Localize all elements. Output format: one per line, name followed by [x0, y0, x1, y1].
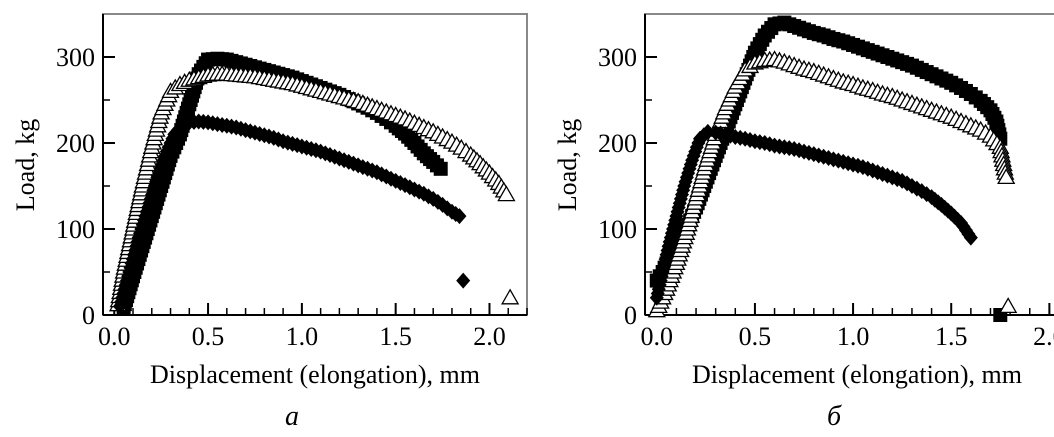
tick-labels: 0.0 0.5 1.0 1.5 2.0 0 100 200 300: [56, 43, 506, 351]
x-tick-label: 1.5: [379, 322, 412, 351]
panel-label: б: [827, 401, 842, 432]
data-point-triangle: [500, 288, 520, 305]
y-tick-label: 200: [56, 129, 95, 158]
y-tick-label: 200: [598, 129, 637, 158]
y-tick-label: 0: [82, 301, 95, 330]
y-axis-title: Load, kg: [11, 119, 40, 211]
x-tick-label: 0.5: [739, 322, 772, 351]
y-axis-title: Load, kg: [553, 119, 582, 211]
data-point-square: [433, 161, 448, 176]
x-axis-title: Displacement (elongation), mm: [692, 360, 1022, 389]
data-point-triangle: [497, 185, 516, 202]
x-tick-label: 2.0: [473, 322, 506, 351]
x-tick-label: 1.0: [837, 322, 870, 351]
data-point-diamond: [963, 229, 978, 246]
x-axis-title: Displacement (elongation), mm: [150, 360, 480, 389]
data-point-triangle: [997, 168, 1016, 185]
data-point-diamond: [167, 126, 182, 143]
tick-marks: [103, 56, 528, 316]
data-point-diamond: [700, 123, 715, 140]
x-tick-label: 1.5: [935, 322, 968, 351]
chart-panel-a: 0.0 0.5 1.0 1.5 2.0 0 100 200 300 Displacement (…: [11, 13, 528, 432]
y-tick-label: 100: [56, 215, 95, 244]
y-tick-label: 300: [598, 43, 637, 72]
y-tick-label: 0: [624, 301, 637, 330]
x-tick-label: 0.0: [641, 322, 674, 351]
data-point-diamond: [171, 122, 186, 139]
x-tick-label: 0.0: [98, 322, 131, 351]
data-markers: [647, 15, 1018, 322]
data-markers: [108, 51, 520, 316]
y-tick-label: 300: [56, 43, 95, 72]
chart-panel-b: 0.0 0.5 1.0 1.5 2.0 0 100 200 300 Displacement (…: [553, 13, 1054, 432]
data-point-diamond: [456, 272, 471, 289]
y-tick-label: 100: [598, 215, 637, 244]
tick-labels: 0.0 0.5 1.0 1.5 2.0 0 100 200 300: [598, 43, 1054, 351]
x-tick-label: 2.0: [1033, 322, 1054, 351]
data-point-diamond: [452, 208, 467, 225]
x-tick-label: 1.0: [286, 322, 319, 351]
data-point-triangle: [999, 297, 1018, 314]
x-tick-label: 0.5: [192, 322, 225, 351]
panel-label: а: [285, 401, 299, 432]
